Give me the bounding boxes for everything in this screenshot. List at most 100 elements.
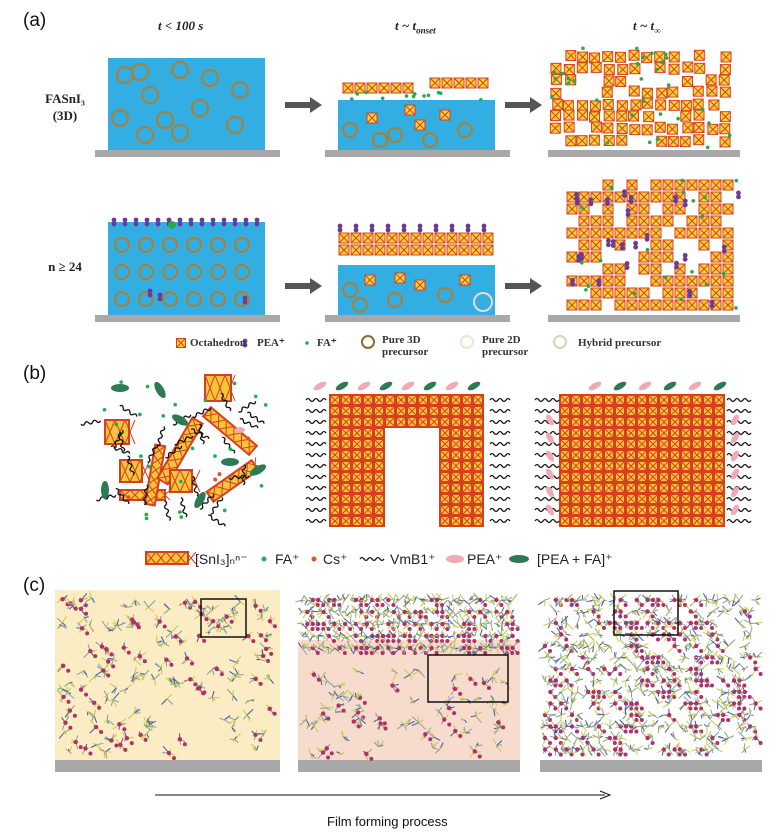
octahedron — [719, 136, 731, 148]
octahedron-atom — [359, 597, 364, 603]
sni3-chain — [636, 471, 648, 483]
octahedron-atom — [445, 627, 450, 631]
octahedron-edges — [465, 77, 477, 89]
octahedron-atom — [305, 609, 310, 615]
vmb1-chain — [80, 419, 102, 426]
cation — [313, 381, 327, 391]
octahedron-edges — [642, 87, 653, 99]
octahedron — [354, 82, 366, 94]
sni3-chain — [351, 471, 363, 483]
pea-cation — [235, 427, 245, 433]
octahedron-atom — [84, 692, 89, 697]
octahedron-edges — [674, 275, 686, 287]
octahedron-atom — [88, 648, 93, 654]
octahedron-edges — [614, 227, 626, 239]
cation — [663, 381, 677, 391]
bond — [452, 594, 454, 601]
vmb1-chain — [163, 500, 172, 522]
octahedron-edges — [176, 338, 186, 348]
vmb1-chain — [534, 463, 560, 469]
octahedron — [643, 111, 655, 123]
sni3-chain — [439, 438, 451, 450]
octahedron-atom — [251, 639, 256, 644]
chain-edges — [450, 504, 462, 516]
fa-dot — [721, 271, 726, 276]
octahedron-atom — [253, 676, 258, 682]
octahedron-edges — [680, 110, 692, 122]
bond — [356, 693, 358, 700]
precursor-ring — [162, 291, 178, 307]
octahedron-atom — [109, 652, 114, 657]
fa-dot — [203, 398, 208, 402]
sni3-chain — [329, 493, 341, 505]
octahedron — [710, 275, 722, 287]
bond — [347, 635, 351, 639]
precursor-ring — [387, 292, 403, 308]
precursor-ring — [136, 126, 154, 144]
chain-edges — [146, 483, 159, 496]
chain-edges — [395, 405, 407, 417]
octahedron-atom — [321, 627, 326, 631]
bond — [326, 646, 330, 649]
octahedron-edges — [410, 232, 422, 244]
sni3-chain — [570, 493, 582, 505]
chain-edges — [362, 504, 374, 516]
sni3-chain — [395, 394, 407, 406]
bond — [437, 711, 439, 716]
chain-edges — [439, 394, 451, 406]
sni3-chain — [658, 515, 670, 527]
octahedron — [477, 77, 489, 89]
chain-edges — [329, 482, 341, 494]
octahedron — [614, 299, 626, 311]
precursor-ring — [352, 297, 368, 313]
vmb1-chain — [143, 484, 149, 506]
chain-edges — [472, 394, 484, 406]
octahedron — [686, 299, 698, 311]
panel-c — [55, 590, 763, 800]
octahedron — [374, 232, 386, 244]
sni3-chain — [647, 460, 659, 472]
fa-dot — [734, 178, 739, 183]
chain-edges — [351, 460, 363, 472]
vmb1-chain — [726, 397, 752, 403]
chain-edges — [362, 449, 374, 461]
octahedron-edges — [720, 111, 731, 123]
octahedron-edges — [434, 232, 446, 244]
chain-edges — [329, 493, 341, 505]
octahedron-atom — [386, 621, 391, 627]
octahedron-edges — [590, 299, 602, 311]
bond — [454, 674, 457, 681]
octahedron — [589, 111, 601, 123]
precursor-ring — [138, 237, 154, 253]
chain-edges — [340, 460, 352, 472]
sni3-chain — [340, 460, 352, 472]
sni3-chain — [362, 460, 374, 472]
cation — [357, 381, 371, 391]
octahedron-edges — [410, 244, 422, 256]
octahedron-atom — [99, 644, 105, 649]
octahedron — [434, 244, 446, 256]
octahedron — [722, 275, 734, 287]
octahedron-atom — [267, 619, 273, 624]
chain-edges — [340, 427, 352, 439]
arrow-shaft — [285, 283, 312, 289]
vmb1-chain — [726, 507, 752, 513]
sni3-chain — [461, 405, 473, 417]
vmb1-chain — [534, 518, 560, 524]
chain-edges — [230, 468, 247, 485]
fa-dot — [179, 479, 183, 484]
chain-edges — [167, 452, 183, 468]
fa-dot — [727, 133, 732, 138]
precursor-ring — [186, 264, 202, 280]
sni3-chain — [340, 438, 352, 450]
chain-edges — [691, 394, 703, 406]
chain-edges — [461, 482, 473, 494]
fa-dot — [179, 515, 184, 519]
octahedron-atom — [142, 659, 147, 664]
pea-molecule — [401, 223, 407, 229]
cs-dot — [126, 495, 131, 500]
sni3-chain — [145, 551, 197, 565]
octahedron — [722, 263, 734, 275]
fa-dot — [213, 454, 217, 458]
sni3-chain — [603, 438, 615, 450]
